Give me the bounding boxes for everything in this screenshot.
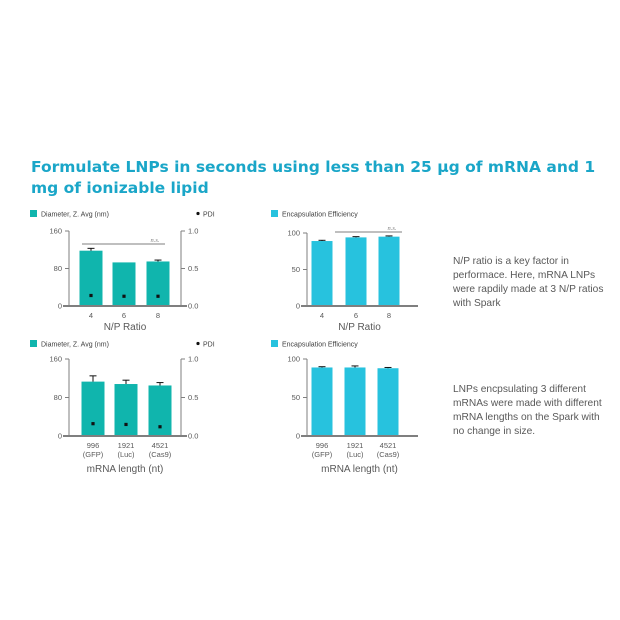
x-tick-label: 4 (89, 311, 93, 320)
bar (311, 241, 333, 306)
pdi-point (122, 294, 126, 298)
x-tick-label: 6 (354, 311, 358, 320)
bar (112, 262, 136, 306)
y-tick-label: 50 (292, 393, 300, 402)
x-tick-label: 4 (320, 311, 324, 320)
bar (378, 236, 400, 306)
bar (79, 250, 103, 306)
x-tick-label: 996 (GFP) (83, 441, 104, 459)
legend-marker-pdi (196, 211, 200, 216)
significance-label: n.s. (150, 237, 159, 244)
y-tick-label: 100 (287, 229, 300, 238)
x-tick-label: 996 (GFP) (312, 441, 333, 459)
y-tick-label: 0 (296, 302, 300, 311)
pdi-point (158, 425, 162, 429)
bar (81, 381, 105, 436)
page-headline: Formulate LNPs in seconds using less tha… (31, 158, 596, 197)
y2-tick-label: 0.5 (188, 393, 198, 402)
legend-label-pdi: PDI (203, 212, 215, 219)
legend-marker-pdi (196, 341, 200, 346)
legend-swatch (30, 340, 37, 347)
x-tick-label: 8 (387, 311, 391, 320)
x-tick-label: 6 (122, 311, 126, 320)
y-tick-label: 160 (49, 355, 62, 364)
x-tick-label: 8 (156, 311, 160, 320)
x-tick-label: 1921 (Luc) (117, 441, 135, 459)
legend-swatch (271, 210, 278, 217)
x-axis-label: mRNA length (nt) (87, 464, 164, 475)
y2-tick-label: 0.0 (188, 432, 198, 441)
np-ratio-note: N/P ratio is a key factor in performace.… (453, 256, 604, 309)
legend-swatch (271, 340, 278, 347)
y-tick-label: 0 (58, 432, 62, 441)
x-tick-label: 1921 (Luc) (346, 441, 364, 459)
legend-swatch (30, 210, 37, 217)
y2-tick-label: 0.0 (188, 302, 198, 311)
pdi-point (89, 293, 93, 298)
bar (114, 384, 138, 436)
significance-label: n.s. (387, 225, 396, 232)
x-axis-label: N/P Ratio (104, 322, 147, 333)
bar (377, 368, 399, 436)
y-tick-label: 50 (292, 265, 300, 274)
x-tick-label: 4521 (Cas9) (149, 441, 172, 459)
y-tick-label: 80 (54, 264, 62, 273)
x-axis-label: mRNA length (nt) (321, 464, 398, 475)
y-tick-label: 160 (49, 227, 62, 236)
legend-label-pdi: PDI (203, 342, 215, 349)
y2-tick-label: 1.0 (188, 355, 198, 364)
bar (311, 367, 333, 436)
y-tick-label: 80 (54, 393, 62, 402)
legend-label: Diameter, Z. Avg (nm) (41, 212, 109, 219)
x-tick-label: 4521 (Cas9) (377, 441, 400, 459)
pdi-point (156, 294, 160, 298)
y2-tick-label: 1.0 (188, 227, 198, 236)
y-tick-label: 0 (58, 302, 62, 311)
pdi-point (91, 422, 95, 426)
bar (344, 367, 366, 436)
pdi-point (124, 422, 128, 427)
legend-label: Encapsulation Efficiency (282, 342, 358, 349)
y2-tick-label: 0.5 (188, 264, 198, 273)
bar (146, 261, 170, 306)
mrna-length-note: LNPs encpsulating 3 different mRNAs were… (453, 384, 602, 437)
bar (345, 237, 367, 306)
legend-label: Encapsulation Efficiency (282, 212, 358, 219)
x-axis-label: N/P Ratio (338, 322, 381, 333)
bar (148, 385, 172, 436)
legend-label: Diameter, Z. Avg (nm) (41, 342, 109, 349)
y-tick-label: 100 (287, 355, 300, 364)
y-tick-label: 0 (296, 432, 300, 441)
